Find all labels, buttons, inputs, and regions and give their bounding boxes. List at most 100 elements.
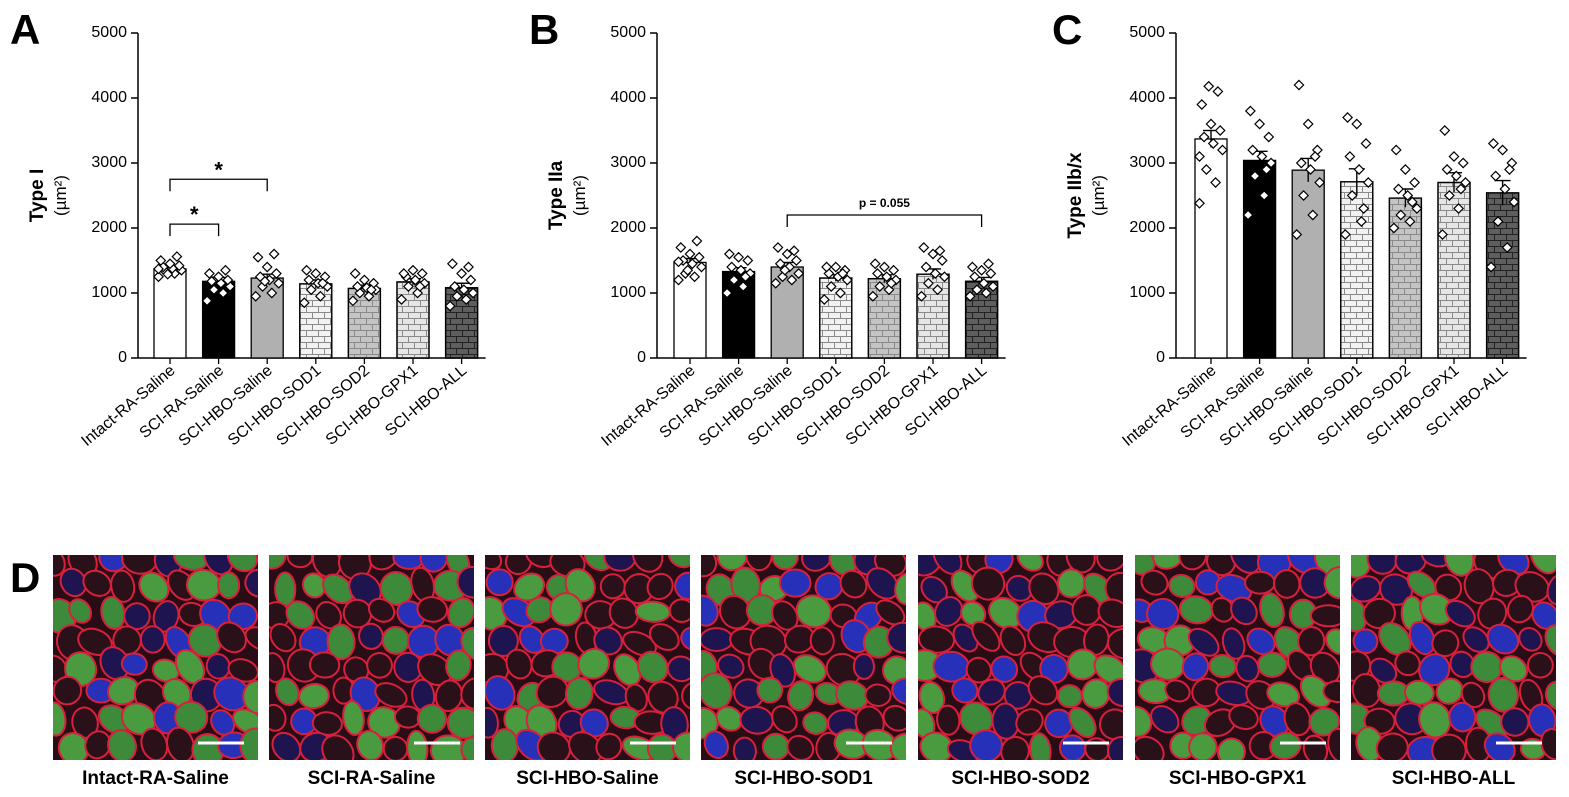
data-point bbox=[1485, 261, 1497, 273]
data-point bbox=[465, 274, 477, 286]
data-point bbox=[458, 284, 470, 296]
data-point bbox=[1293, 79, 1305, 91]
muscle-fiber bbox=[358, 622, 384, 650]
data-point bbox=[939, 271, 950, 283]
data-point bbox=[1504, 164, 1515, 175]
y-tick-label: 2000 bbox=[1129, 219, 1165, 236]
data-point bbox=[980, 287, 992, 299]
muscle-fiber bbox=[120, 652, 148, 676]
muscle-fiber bbox=[951, 677, 979, 704]
y-tick-label: 0 bbox=[118, 349, 127, 366]
muscle-fiber bbox=[1266, 681, 1301, 708]
muscle-fiber bbox=[891, 677, 906, 706]
muscle-fiber bbox=[1248, 731, 1279, 760]
muscle-fiber bbox=[1106, 736, 1123, 760]
data-point bbox=[208, 284, 220, 296]
data-point bbox=[830, 261, 842, 273]
muscle-fiber bbox=[1093, 654, 1123, 685]
y-axis-unit: (µm²) bbox=[1089, 175, 1108, 216]
bar-hatch bbox=[819, 277, 853, 359]
data-point bbox=[1305, 164, 1316, 175]
data-point bbox=[1390, 144, 1402, 156]
muscle-fiber bbox=[1325, 628, 1340, 656]
muscle-fiber bbox=[672, 731, 690, 760]
muscle-fiber bbox=[138, 571, 170, 603]
data-point bbox=[1346, 190, 1358, 201]
data-point bbox=[1501, 242, 1513, 253]
muscle-fiber bbox=[1518, 626, 1543, 652]
bar-hatch bbox=[916, 273, 950, 359]
bar bbox=[1291, 169, 1325, 359]
muscle-fiber bbox=[1375, 732, 1409, 760]
muscle-fiber bbox=[599, 573, 626, 600]
data-point bbox=[1194, 151, 1205, 162]
muscle-fiber bbox=[1221, 627, 1246, 660]
muscle-fiber bbox=[367, 597, 396, 623]
y-tick-label: 4000 bbox=[1129, 89, 1165, 106]
data-point bbox=[310, 268, 322, 279]
data-point bbox=[1448, 151, 1460, 162]
muscle-fiber bbox=[322, 573, 354, 605]
data-point bbox=[920, 261, 932, 273]
data-point bbox=[1439, 125, 1451, 136]
muscle-fiber bbox=[1308, 707, 1340, 737]
muscle-fiber bbox=[275, 677, 300, 707]
muscle-fiber bbox=[634, 600, 671, 623]
data-point bbox=[1302, 118, 1314, 130]
data-point bbox=[777, 271, 789, 283]
data-point bbox=[1258, 190, 1270, 201]
data-point bbox=[398, 268, 410, 279]
muscle-fiber bbox=[894, 572, 906, 606]
muscle-fiber bbox=[716, 555, 749, 572]
data-point bbox=[841, 274, 853, 286]
data-point bbox=[834, 287, 846, 299]
muscle-fiber bbox=[1188, 732, 1218, 760]
panel-letter: D bbox=[10, 554, 40, 601]
muscle-fiber bbox=[1506, 594, 1535, 624]
muscle-fiber bbox=[505, 648, 533, 680]
muscle-fiber bbox=[326, 623, 356, 661]
data-point bbox=[682, 264, 694, 276]
muscle-fiber bbox=[1015, 708, 1044, 736]
muscle-fiber bbox=[771, 705, 798, 734]
muscle-fiber bbox=[140, 727, 169, 760]
muscle-fiber bbox=[674, 571, 690, 601]
muscle-fiber bbox=[151, 658, 180, 683]
muscle-fiber bbox=[1483, 732, 1516, 760]
micrograph bbox=[1351, 555, 1556, 760]
muscle-fiber bbox=[1529, 555, 1556, 575]
data-point bbox=[1244, 105, 1256, 117]
y-tick-label: 4000 bbox=[91, 89, 127, 106]
data-point bbox=[774, 258, 786, 270]
muscle-fiber bbox=[1106, 627, 1123, 660]
data-point bbox=[268, 248, 280, 260]
data-point bbox=[1265, 157, 1277, 169]
muscle-fiber bbox=[298, 682, 330, 710]
y-tick-label: 4000 bbox=[610, 89, 646, 106]
muscle-fiber bbox=[809, 626, 835, 656]
muscle-fiber bbox=[504, 555, 532, 576]
data-point bbox=[1355, 216, 1367, 227]
data-point bbox=[793, 268, 805, 279]
muscle-fiber bbox=[802, 711, 829, 735]
muscle-fiber bbox=[274, 571, 297, 608]
significance-bracket bbox=[169, 223, 220, 237]
data-point bbox=[983, 258, 994, 270]
data-point bbox=[1339, 229, 1351, 240]
data-point bbox=[1263, 131, 1275, 143]
data-point bbox=[171, 251, 183, 263]
muscle-fiber bbox=[1408, 620, 1436, 656]
muscle-fiber bbox=[646, 572, 674, 601]
data-point bbox=[1402, 190, 1414, 201]
data-point bbox=[162, 268, 174, 280]
muscle-fiber bbox=[366, 652, 393, 679]
muscle-fiber bbox=[68, 598, 92, 624]
bar bbox=[721, 270, 756, 359]
muscle-fiber bbox=[1181, 652, 1210, 682]
data-point bbox=[201, 295, 213, 307]
micrograph bbox=[1135, 555, 1340, 760]
muscle-fiber bbox=[100, 595, 126, 630]
data-point bbox=[1210, 177, 1222, 188]
muscle-fiber bbox=[1106, 677, 1123, 708]
